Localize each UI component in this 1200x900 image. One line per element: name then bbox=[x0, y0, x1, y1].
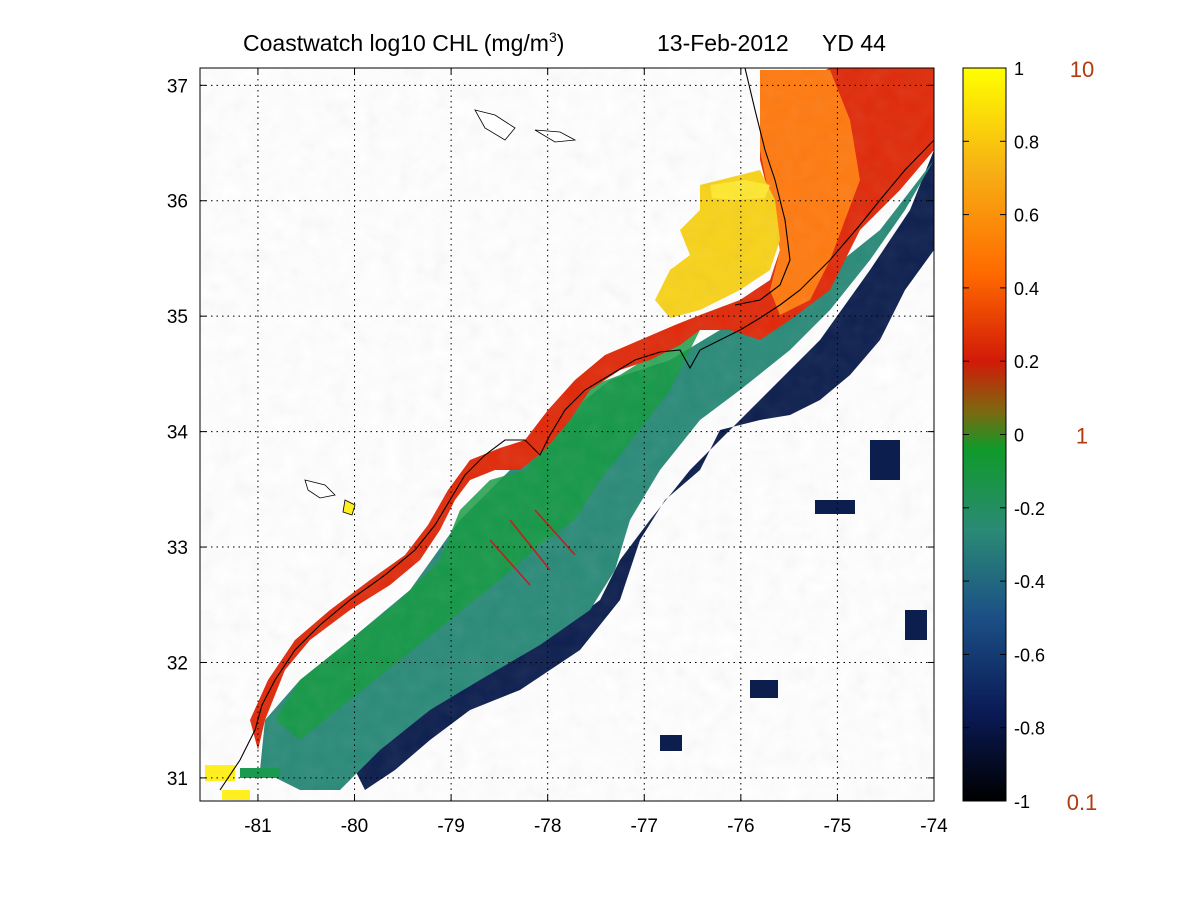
x-tick-label: -81 bbox=[244, 816, 271, 837]
colorbar-tick-label: 0 bbox=[1014, 426, 1024, 446]
inland-lake bbox=[342, 499, 356, 516]
sw-patch-yellow-2 bbox=[222, 790, 250, 800]
y-axis: 31 32 33 34 35 36 37 bbox=[167, 76, 934, 790]
colorbar-tick-label: -1 bbox=[1014, 792, 1030, 812]
colorbar-tick-label: 1 bbox=[1014, 59, 1024, 79]
x-tick-label: -76 bbox=[727, 816, 754, 837]
map-frame bbox=[199, 67, 935, 802]
offshore-speckles bbox=[660, 440, 927, 751]
colorbar-ticks: 1 0.8 0.6 0.4 0.2 0 -0.2 -0.4 -0.6 -0.8 -1 bbox=[963, 59, 1045, 812]
colorbar bbox=[962, 67, 1007, 802]
colorbar-linear-labels: 10 1 0.1 bbox=[1067, 57, 1098, 815]
colorbar-tick-label: -0.4 bbox=[1014, 572, 1045, 592]
colorbar-linear-label: 1 bbox=[1076, 424, 1088, 449]
map-grid bbox=[200, 68, 935, 801]
y-tick-label: 34 bbox=[167, 423, 189, 444]
map-title: Coastwatch log10 CHL (mg/m3) bbox=[243, 29, 564, 56]
colorbar-tick-label: 0.6 bbox=[1014, 206, 1039, 226]
colorbar-tick-label: -0.6 bbox=[1014, 645, 1045, 665]
x-axis: -81 -80 -79 -78 -77 -76 -75 -74 bbox=[244, 68, 948, 837]
x-tick-label: -75 bbox=[824, 816, 851, 837]
y-tick-label: 35 bbox=[167, 307, 188, 328]
inland-lake-2 bbox=[304, 479, 336, 499]
x-tick-label: -74 bbox=[920, 816, 948, 837]
y-tick-label: 32 bbox=[167, 653, 188, 674]
colorbar-tick-label: 0.8 bbox=[1014, 132, 1039, 152]
x-tick-label: -77 bbox=[631, 816, 658, 837]
colorbar-tick-label: 0.2 bbox=[1014, 352, 1039, 372]
inland-lake-3 bbox=[474, 109, 516, 141]
x-tick-label: -80 bbox=[341, 816, 368, 837]
colorbar-tick-label: -0.8 bbox=[1014, 719, 1045, 739]
y-tick-label: 33 bbox=[167, 538, 188, 559]
coastline bbox=[219, 139, 934, 791]
sw-patch-green bbox=[240, 768, 280, 778]
y-tick-label: 36 bbox=[167, 192, 188, 213]
map-date: 13-Feb-2012 bbox=[657, 30, 789, 56]
y-tick-label: 37 bbox=[167, 76, 188, 97]
map-year-day: YD 44 bbox=[822, 30, 886, 56]
outer-banks bbox=[734, 68, 791, 306]
x-tick-label: -79 bbox=[437, 816, 464, 837]
colorbar-tick-label: -0.2 bbox=[1014, 499, 1045, 519]
colorbar-tick-label: 0.4 bbox=[1014, 279, 1039, 299]
y-tick-label: 31 bbox=[167, 769, 188, 790]
sw-patch-yellow bbox=[205, 765, 235, 781]
inland-lake-4 bbox=[534, 129, 577, 143]
colorbar-linear-label: 10 bbox=[1070, 57, 1094, 82]
glider-transects bbox=[489, 509, 576, 586]
colorbar-linear-label: 0.1 bbox=[1067, 790, 1098, 815]
map-panel bbox=[200, 68, 934, 801]
x-tick-label: -78 bbox=[534, 816, 561, 837]
